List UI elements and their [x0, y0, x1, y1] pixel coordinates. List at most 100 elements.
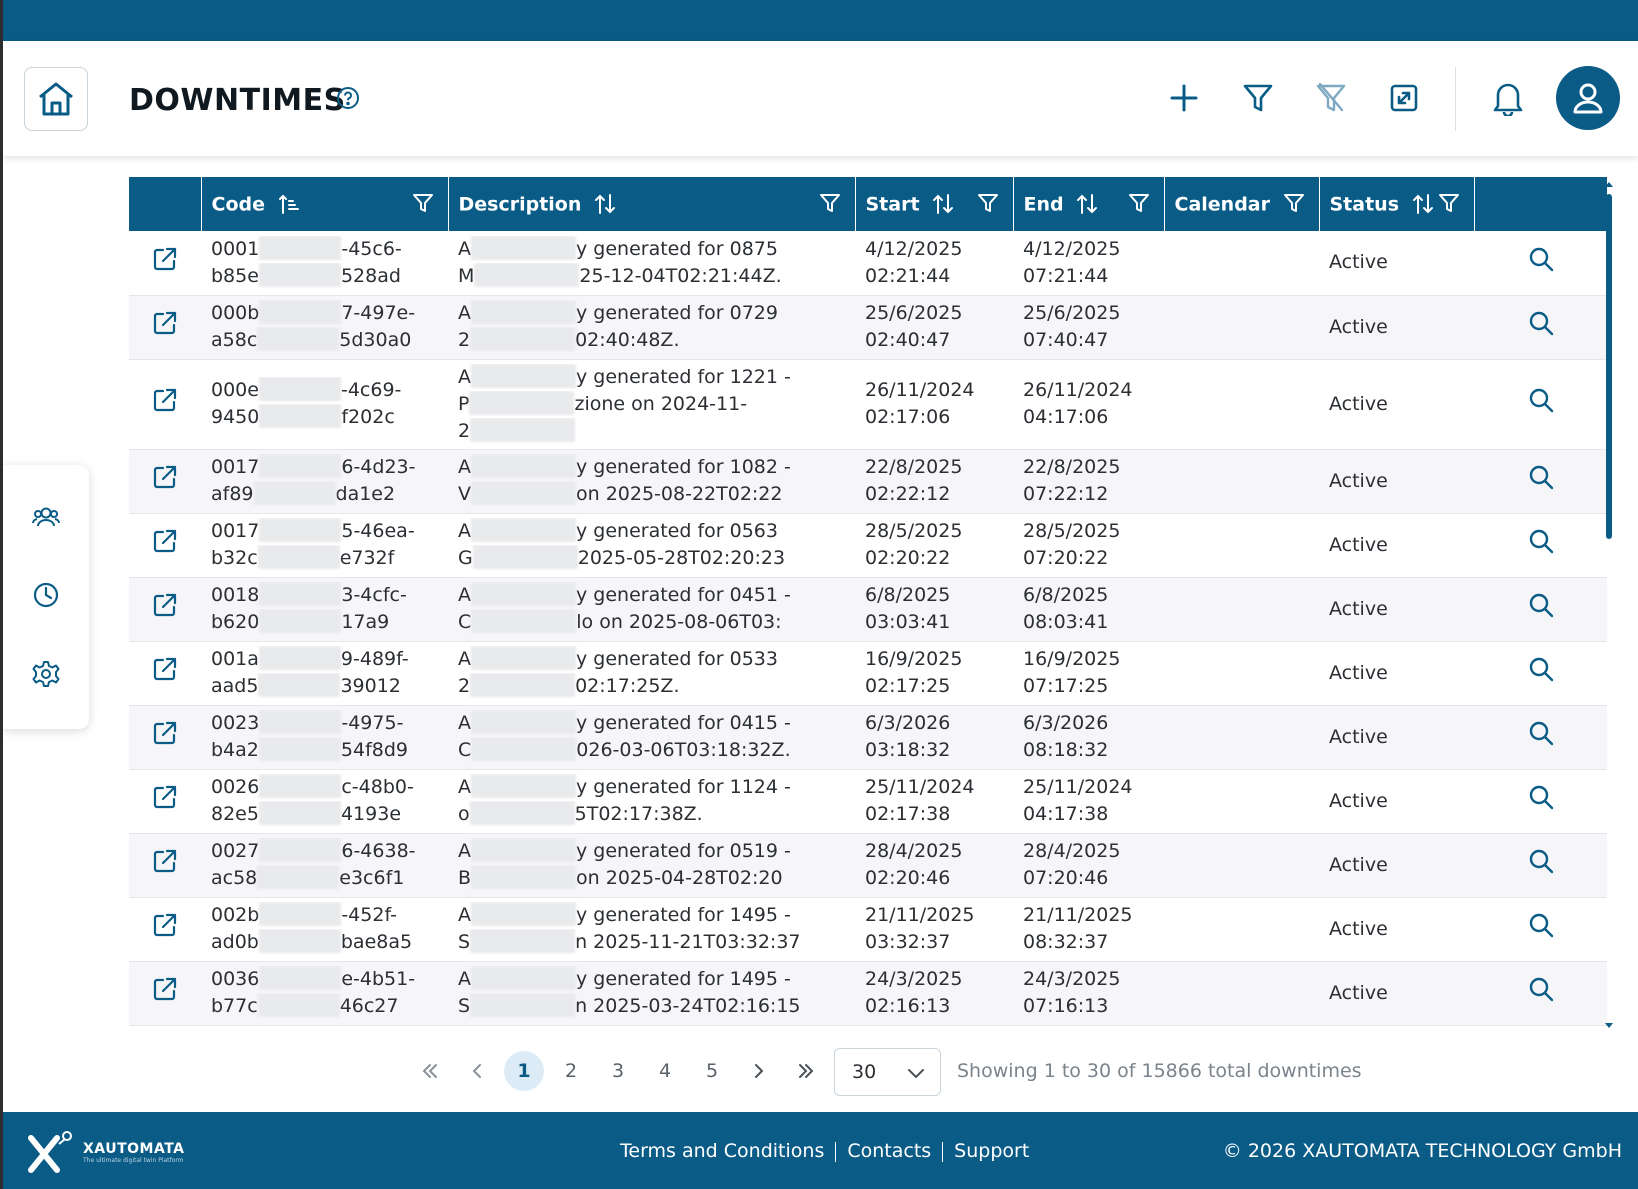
prev-page-button[interactable]: [457, 1051, 497, 1091]
header-status[interactable]: Status: [1319, 177, 1475, 231]
code-line-2: a58c 5d30a0: [211, 327, 412, 351]
inspect-downtime-button[interactable]: [1528, 912, 1554, 946]
double-chevron-right-icon: [799, 1064, 814, 1078]
inspect-downtime-button[interactable]: [1528, 528, 1554, 562]
external-link-icon: [153, 247, 177, 270]
start-date: 25/6/2025: [865, 302, 963, 324]
open-downtime-button[interactable]: [152, 784, 178, 818]
copyright: © 2026 XAUTOMATA TECHNOLOGY GmbH: [1222, 1140, 1622, 1162]
inspect-downtime-button[interactable]: [1528, 656, 1554, 690]
external-link-icon: [153, 593, 177, 617]
calendar-cell: [1164, 449, 1319, 514]
page-3-button[interactable]: 3: [611, 1060, 625, 1082]
clear-filters-button[interactable]: [1311, 78, 1351, 118]
page-5-button[interactable]: 5: [705, 1060, 719, 1082]
code-cell: 0036 e-4b51- b77c 46c27: [201, 961, 448, 1026]
scroll-up-arrow[interactable]: [1605, 180, 1613, 188]
page-4-button[interactable]: 4: [658, 1060, 672, 1082]
next-page-button[interactable]: [739, 1051, 779, 1091]
open-downtime-button[interactable]: [152, 720, 178, 754]
filter-icon[interactable]: [1438, 192, 1460, 214]
search-cell: [1474, 359, 1607, 450]
sort-asc-icon[interactable]: [278, 193, 300, 215]
filter-icon[interactable]: [977, 192, 999, 214]
end-time: 07:22:12: [1023, 483, 1109, 505]
contacts-link[interactable]: Contacts: [847, 1140, 932, 1162]
sort-icon[interactable]: [594, 193, 616, 215]
scroll-down-arrow[interactable]: [1605, 1022, 1613, 1030]
terms-link[interactable]: Terms and Conditions: [620, 1140, 825, 1162]
sort-icon[interactable]: [1076, 193, 1098, 215]
open-downtime-button[interactable]: [152, 528, 178, 562]
header-code[interactable]: Code: [201, 177, 449, 231]
filter-button[interactable]: [1238, 78, 1278, 118]
inspect-downtime-button[interactable]: [1528, 310, 1554, 344]
add-button[interactable]: [1164, 78, 1204, 118]
description-line-2: o 5T02:17:38Z.: [458, 801, 703, 825]
open-downtime-button[interactable]: [152, 912, 178, 946]
end-time: 07:16:13: [1023, 995, 1109, 1017]
status-cell: Active: [1319, 295, 1474, 360]
sort-icon[interactable]: [1412, 193, 1434, 215]
table-scrollbar[interactable]: [1605, 180, 1613, 1030]
open-downtime-button[interactable]: [152, 246, 178, 280]
inspect-downtime-button[interactable]: [1528, 976, 1554, 1010]
last-page-button[interactable]: [786, 1051, 826, 1091]
open-downtime-button[interactable]: [152, 387, 178, 421]
description-line-2: M 25-12-04T02:21:44Z.: [458, 262, 782, 287]
scroll-thumb[interactable]: [1606, 194, 1612, 539]
page-1-button[interactable]: 1: [504, 1051, 544, 1091]
user-avatar-button[interactable]: [1556, 66, 1620, 130]
inspect-downtime-button[interactable]: [1528, 848, 1554, 882]
header-description-label: Description: [458, 193, 582, 216]
filter-icon[interactable]: [1128, 192, 1150, 214]
start-cell: 4/12/2025 02:21:44: [855, 231, 1013, 296]
inspect-downtime-button[interactable]: [1528, 592, 1554, 626]
support-link[interactable]: Support: [954, 1140, 1030, 1162]
filter-icon[interactable]: [1283, 192, 1305, 214]
home-button[interactable]: [24, 67, 88, 131]
notifications-button[interactable]: [1488, 78, 1528, 118]
start-time: 03:18:32: [865, 739, 951, 761]
inspect-downtime-button[interactable]: [1528, 387, 1554, 421]
clock-icon: [33, 582, 59, 608]
header-end[interactable]: End: [1013, 177, 1165, 231]
sort-icon[interactable]: [932, 193, 954, 215]
nav-settings[interactable]: [30, 658, 62, 690]
start-time: 03:32:37: [865, 931, 951, 953]
open-downtime-button[interactable]: [152, 464, 178, 498]
end-time: 07:17:25: [1023, 675, 1109, 697]
inspect-downtime-button[interactable]: [1528, 464, 1554, 498]
end-date: 6/3/2026: [1023, 712, 1109, 734]
open-downtime-button[interactable]: [152, 592, 178, 626]
inspect-downtime-button[interactable]: [1528, 784, 1554, 818]
page-2-button[interactable]: 2: [564, 1060, 578, 1082]
inspect-downtime-button[interactable]: [1528, 720, 1554, 754]
open-downtime-button[interactable]: [152, 310, 178, 344]
open-downtime-button[interactable]: [152, 976, 178, 1010]
calendar-cell: [1164, 641, 1319, 706]
header-start[interactable]: Start: [855, 177, 1014, 231]
page-size-select[interactable]: 30: [834, 1048, 941, 1096]
xautomata-logo: XAUTOMATA The ultimate digital twin Plat…: [23, 1130, 185, 1174]
nav-downtimes[interactable]: [30, 579, 62, 611]
start-cell: 6/3/2026 03:18:32: [855, 705, 1013, 770]
start-cell: 28/4/2025 02:20:46: [855, 833, 1013, 898]
code-line-2: ad0b bae8a5: [211, 929, 413, 953]
header-calendar[interactable]: Calendar: [1164, 177, 1320, 231]
expand-button[interactable]: [1384, 78, 1424, 118]
help-icon[interactable]: [336, 86, 360, 110]
nav-users[interactable]: [30, 501, 62, 533]
first-page-button[interactable]: [410, 1051, 450, 1091]
calendar-cell: [1164, 833, 1319, 898]
header-description[interactable]: Description: [448, 177, 856, 231]
open-downtime-button[interactable]: [152, 656, 178, 690]
filter-icon[interactable]: [412, 192, 434, 214]
filter-icon[interactable]: [819, 192, 841, 214]
inspect-downtime-button[interactable]: [1528, 246, 1554, 280]
open-downtime-button[interactable]: [152, 848, 178, 882]
